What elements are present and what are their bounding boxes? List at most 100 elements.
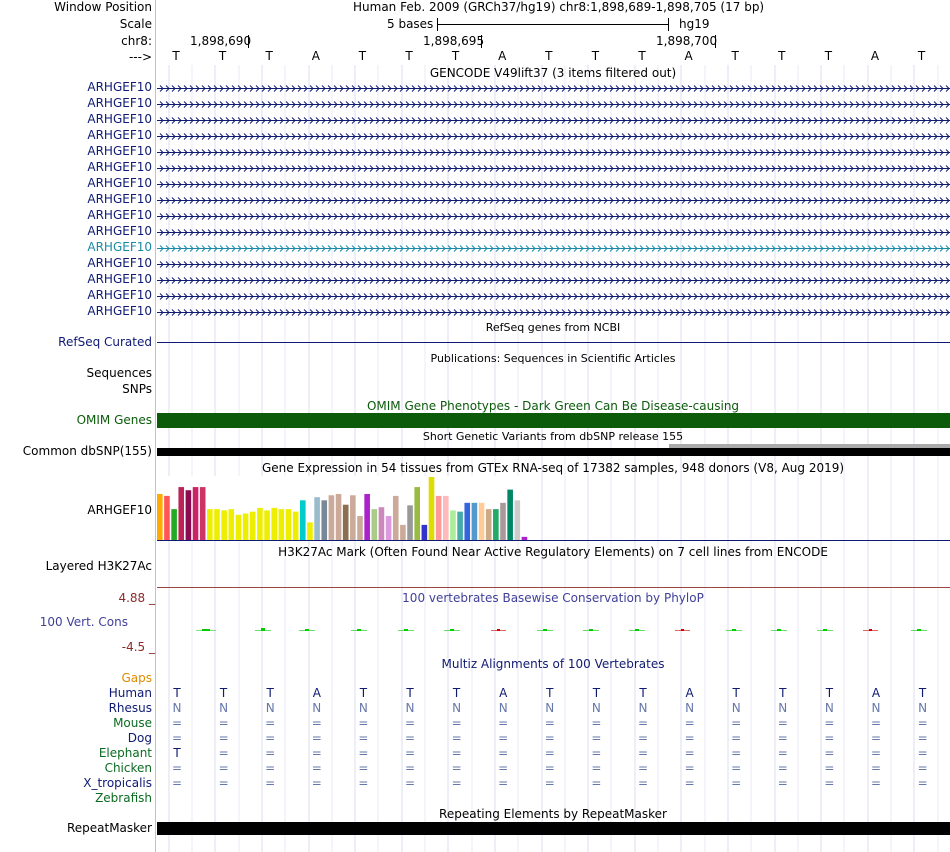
gene-intron-arrows[interactable] — [157, 148, 950, 157]
multiz-track-title[interactable]: Multiz Alignments of 100 Vertebrates — [441, 657, 665, 671]
species-label[interactable]: Elephant — [98, 746, 152, 760]
gene-intron-arrows[interactable] — [157, 84, 950, 93]
sequences-track-label[interactable]: Sequences — [86, 366, 152, 380]
publications-track-title[interactable]: Publications: Sequences in Scientific Ar… — [430, 352, 676, 365]
gencode-gene-row[interactable]: ARHGEF10 — [0, 288, 950, 304]
snps-track-label[interactable]: SNPs — [122, 382, 152, 396]
gene-label[interactable]: ARHGEF10 — [87, 80, 152, 94]
gencode-gene-row[interactable]: ARHGEF10 — [0, 176, 950, 192]
gtex-gene-label[interactable]: ARHGEF10 — [87, 503, 152, 517]
omim-track-label[interactable]: OMIM Genes — [76, 413, 152, 427]
phylop-score-mark[interactable] — [261, 628, 265, 631]
phylop-score-mark[interactable] — [404, 629, 408, 631]
gene-intron-arrows[interactable] — [157, 308, 950, 317]
phylop-score-mark[interactable] — [497, 629, 500, 631]
dbsnp-track-title[interactable]: Short Genetic Variants from dbSNP releas… — [422, 430, 684, 443]
gene-label[interactable]: ARHGEF10 — [87, 240, 152, 254]
repeatmasker-block[interactable] — [157, 822, 950, 835]
gene-label[interactable]: ARHGEF10 — [87, 160, 152, 174]
gtex-tissue-bar[interactable] — [414, 487, 420, 540]
gtex-tissue-bar[interactable] — [271, 507, 277, 540]
refseq-track-label[interactable]: RefSeq Curated — [58, 335, 152, 349]
gtex-tissue-bar[interactable] — [307, 522, 313, 540]
gtex-tissue-bar[interactable] — [278, 509, 285, 540]
gene-label[interactable]: ARHGEF10 — [87, 272, 152, 286]
phylop-score-mark[interactable] — [450, 629, 454, 631]
gene-label[interactable]: ARHGEF10 — [87, 128, 152, 142]
dbsnp-variant-block[interactable] — [157, 448, 950, 456]
gtex-tissue-bar[interactable] — [500, 502, 506, 540]
phylop-score-mark[interactable] — [543, 629, 547, 631]
gtex-tissue-bar[interactable] — [357, 516, 363, 540]
gtex-tissue-bar[interactable] — [314, 497, 320, 540]
gtex-tissue-bar[interactable] — [400, 524, 406, 540]
gtex-tissue-bar[interactable] — [199, 487, 206, 540]
gtex-tissue-bar[interactable] — [521, 536, 528, 540]
gaps-label[interactable]: Gaps — [121, 671, 152, 685]
gencode-gene-row[interactable]: ARHGEF10 — [0, 96, 950, 112]
gtex-tissue-bar[interactable] — [407, 505, 413, 540]
species-label[interactable]: Dog — [127, 731, 152, 745]
gencode-gene-row[interactable]: ARHGEF10 — [0, 80, 950, 96]
gtex-tissue-bar[interactable] — [185, 490, 192, 540]
gtex-tissue-bar[interactable] — [228, 509, 235, 540]
phylop-score-mark[interactable] — [681, 629, 684, 631]
gtex-tissue-bar[interactable] — [264, 510, 270, 540]
gtex-tissue-bar[interactable] — [392, 495, 399, 540]
gene-label[interactable]: ARHGEF10 — [87, 256, 152, 270]
gencode-gene-row[interactable]: ARHGEF10 — [0, 240, 950, 256]
species-label[interactable]: Zebrafish — [95, 791, 152, 805]
h3k27ac-track-title[interactable]: H3K27Ac Mark (Often Found Near Active Re… — [278, 545, 828, 559]
species-label[interactable]: Chicken — [104, 761, 152, 775]
gene-intron-arrows[interactable] — [157, 244, 950, 253]
gene-label[interactable]: ARHGEF10 — [87, 288, 152, 302]
gtex-tissue-bar[interactable] — [493, 509, 499, 540]
gencode-gene-row[interactable]: ARHGEF10 — [0, 144, 950, 160]
gtex-expression-chart[interactable] — [157, 476, 533, 541]
gtex-tissue-bar[interactable] — [450, 510, 456, 540]
phylop-score-mark[interactable] — [202, 629, 210, 631]
gtex-tissue-bar[interactable] — [443, 495, 449, 540]
phylop-score-mark[interactable] — [777, 629, 781, 631]
gtex-tissue-bar[interactable] — [192, 487, 199, 540]
gtex-tissue-bar[interactable] — [249, 511, 256, 540]
refseq-track-title[interactable]: RefSeq genes from NCBI — [485, 321, 621, 334]
gtex-tissue-bar[interactable] — [421, 524, 428, 540]
gene-intron-arrows[interactable] — [157, 276, 950, 285]
gtex-tissue-bar[interactable] — [471, 502, 478, 540]
gtex-tissue-bar[interactable] — [242, 513, 249, 540]
species-label[interactable]: X_tropicalis — [83, 776, 152, 790]
phylop-track-title[interactable]: 100 vertebrates Basewise Conservation by… — [402, 591, 704, 605]
gtex-tissue-bar[interactable] — [171, 509, 177, 540]
gene-intron-arrows[interactable] — [157, 116, 950, 125]
phylop-score-mark[interactable] — [635, 629, 639, 631]
gtex-tissue-bar[interactable] — [507, 489, 513, 540]
gtex-tissue-bar[interactable] — [478, 502, 485, 540]
gene-intron-arrows[interactable] — [157, 180, 950, 189]
gene-intron-arrows[interactable] — [157, 228, 950, 237]
gene-label[interactable]: ARHGEF10 — [87, 96, 152, 110]
gene-label[interactable]: ARHGEF10 — [87, 176, 152, 190]
omim-track-title[interactable]: OMIM Gene Phenotypes - Dark Green Can Be… — [366, 399, 740, 413]
gencode-gene-row[interactable]: ARHGEF10 — [0, 224, 950, 240]
gtex-tissue-bar[interactable] — [207, 509, 213, 540]
dbsnp-gray-bar[interactable] — [669, 444, 950, 448]
gtex-tissue-bar[interactable] — [292, 511, 299, 540]
phylop-conservation-chart[interactable] — [157, 620, 950, 640]
gencode-gene-row[interactable]: ARHGEF10 — [0, 128, 950, 144]
gene-label[interactable]: ARHGEF10 — [87, 144, 152, 158]
gtex-tissue-bar[interactable] — [235, 514, 242, 540]
gene-label[interactable]: ARHGEF10 — [87, 208, 152, 222]
gene-intron-arrows[interactable] — [157, 212, 950, 221]
phylop-track-label[interactable]: 100 Vert. Cons — [39, 615, 128, 629]
gtex-tissue-bar[interactable] — [335, 494, 342, 540]
gtex-tissue-bar[interactable] — [371, 509, 378, 540]
gene-label[interactable]: ARHGEF10 — [87, 112, 152, 126]
h3k27ac-track-label[interactable]: Layered H3K27Ac — [45, 559, 152, 573]
species-label[interactable]: Human — [108, 686, 152, 700]
gencode-gene-row[interactable]: ARHGEF10 — [0, 160, 950, 176]
dbsnp-track-label[interactable]: Common dbSNP(155) — [22, 444, 152, 458]
phylop-score-mark[interactable] — [869, 629, 872, 631]
gtex-tissue-bar[interactable] — [435, 495, 442, 540]
gene-intron-arrows[interactable] — [157, 260, 950, 269]
